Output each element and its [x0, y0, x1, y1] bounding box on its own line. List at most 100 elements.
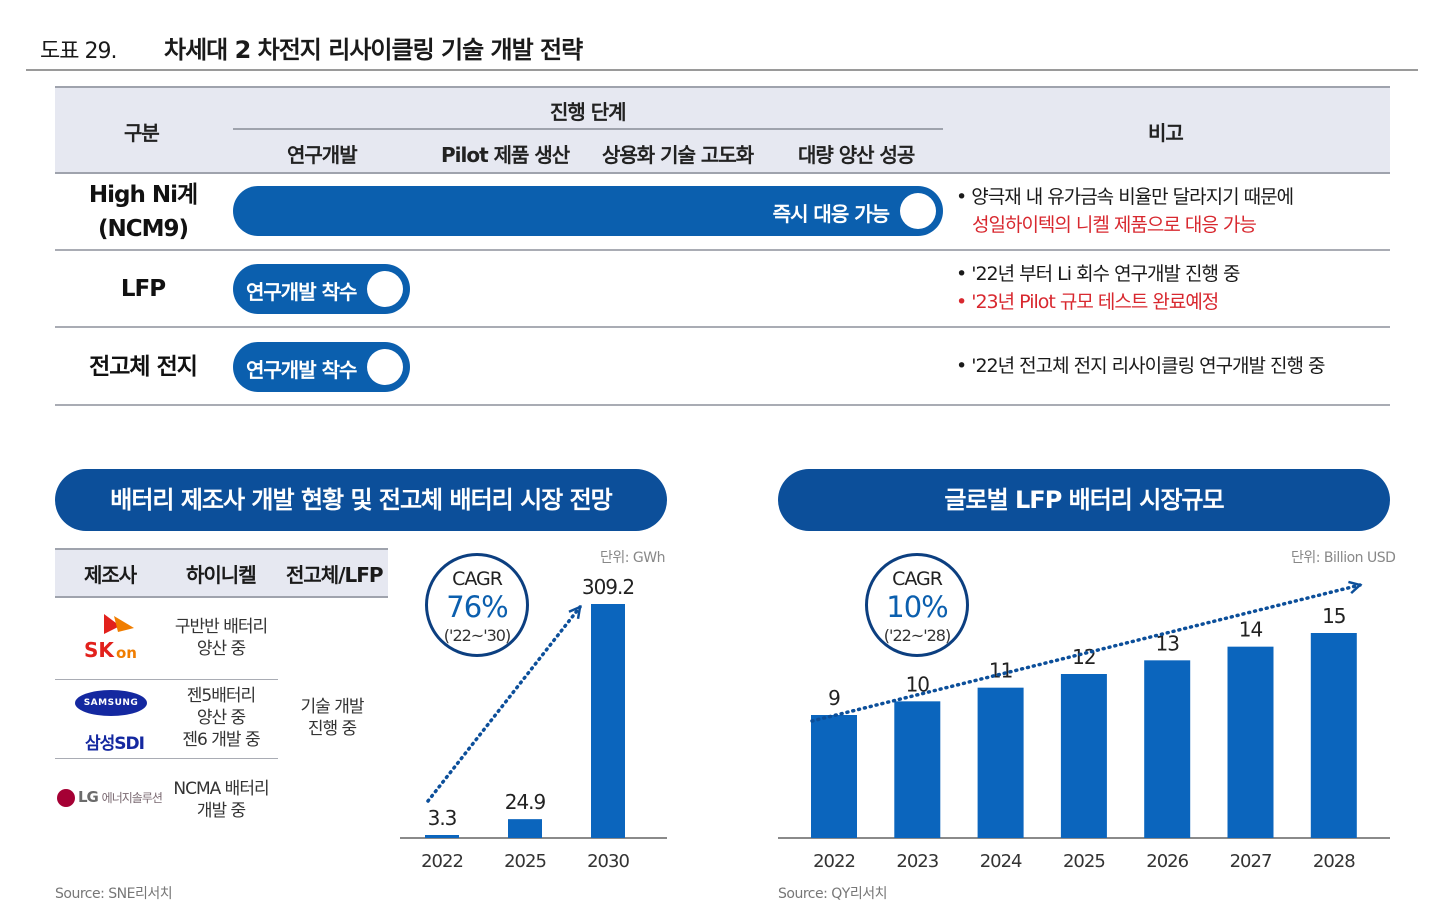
bar-2027: [1227, 646, 1274, 838]
bar-2022: [811, 715, 857, 838]
trend-arrow-head: [568, 604, 582, 620]
header-stage-mass-production: 대량 양산 성공: [798, 143, 915, 167]
strategy-table-header: [55, 86, 1390, 174]
right-cagr-badge: CAGR 10% ('22~'28): [865, 553, 969, 657]
trend-arrow-line: [426, 605, 582, 803]
bar-2025: [508, 819, 542, 838]
header-stage-commercial: 상용화 기술 고도화: [602, 143, 754, 167]
note-lfp-2: • '23년 Pilot 규모 테스트 완료예정: [956, 291, 1219, 313]
row-label-solid-state-text: 전고체 전지: [89, 354, 198, 380]
lg-energy-logo: LG 에너지솔루션: [57, 788, 163, 807]
right-panel-banner: 글로벌 LFP 배터리 시장규모: [778, 469, 1390, 531]
x-tick-2025: 2025: [504, 851, 546, 872]
row-divider: [55, 404, 1390, 406]
header-category: 구분: [124, 121, 160, 145]
left-unit-label: 단위: GWh: [600, 550, 666, 566]
note-solid-state-1: • '22년 전고체 전지 리사이클링 연구개발 진행 중: [956, 355, 1326, 377]
value-label-2022: 3.3: [428, 806, 457, 830]
samsung-sdi-label: 삼성SDI: [85, 734, 145, 754]
bar-2030: [591, 604, 625, 838]
x-tick-2024: 2024: [980, 851, 1022, 872]
bar-2026: [1144, 660, 1191, 838]
left-cagr-label: CAGR: [452, 568, 503, 590]
header-stage-pilot: Pilot 제품 생산: [441, 143, 570, 167]
bar-2025: [1060, 674, 1107, 838]
title-divider: [26, 69, 1418, 71]
bar-2024: [977, 687, 1024, 838]
maker-row-divider: [55, 758, 278, 759]
samsung-logo: SAMSUNG: [75, 690, 147, 716]
right-cagr-period: ('22~'28): [883, 626, 951, 645]
x-tick-2022: 2022: [421, 851, 463, 872]
x-tick-2027: 2027: [1230, 851, 1272, 872]
note-high-ni-1: • 양극재 내 유가금속 비율만 달라지기 때문에: [956, 186, 1294, 208]
sk-status-line2: 양산 중: [196, 639, 246, 659]
right-cagr-label: CAGR: [892, 568, 943, 590]
lg-high-nickel-status: NCMA 배터리 개발 중: [166, 778, 276, 822]
lg-status-line2: 개발 중: [196, 801, 246, 821]
header-stage-research: 연구개발: [287, 143, 358, 167]
maker-row-divider: [55, 679, 278, 680]
lg-logo-text: LG: [78, 788, 99, 806]
left-panel-banner: 배터리 제조사 개발 현황 및 전고체 배터리 시장 전망: [55, 469, 667, 531]
row-label-high-ni-line1: High Ni계: [88, 182, 198, 208]
x-tick-2028: 2028: [1313, 851, 1355, 872]
solid-lfp-status-line1: 기술 개발: [300, 697, 365, 717]
x-tick-2022: 2022: [813, 851, 855, 872]
progress-knob-lfp: [367, 271, 403, 307]
samsung-status-line1: 젠5배터리: [186, 686, 256, 706]
left-cagr-badge: CAGR 76% ('22~'30): [425, 553, 529, 657]
maker-header-maker: 제조사: [84, 563, 137, 587]
progress-label-high-ni: 즉시 대응 가능: [772, 202, 890, 226]
row-divider: [55, 249, 1390, 251]
value-label-2026: 13: [1155, 631, 1179, 655]
figure-title-text: 차세대 2 차전지 리사이클링 기술 개발 전략: [164, 36, 583, 64]
progress-bar-solid-state: 연구개발 착수: [233, 342, 410, 392]
note-high-ni-2: 성일하이텍의 니켈 제품으로 대응 가능: [972, 214, 1257, 236]
row-label-lfp: LFP: [55, 272, 231, 306]
solid-lfp-status-line2: 진행 중: [307, 719, 357, 739]
value-label-2025: 24.9: [505, 790, 546, 814]
lg-logo-subtext: 에너지솔루션: [101, 791, 163, 805]
sk-on-logo: SK on: [84, 612, 144, 664]
trend-arrow-line: [810, 583, 1362, 723]
progress-label-solid-state: 연구개발 착수: [246, 358, 357, 382]
samsung-status-line3: 젠6 개발 중: [182, 730, 260, 750]
sk-logo-suffix: on: [116, 644, 137, 662]
maker-table-header: [55, 548, 388, 598]
progress-bar-lfp: 연구개발 착수: [233, 264, 410, 314]
progress-knob-solid-state: [367, 349, 403, 385]
right-unit-label: 단위: Billion USD: [1291, 550, 1396, 566]
x-tick-2023: 2023: [896, 851, 938, 872]
bar-2028: [1310, 633, 1357, 838]
maker-header-solid-lfp: 전고체/LFP: [286, 563, 384, 587]
value-label-2027: 14: [1239, 618, 1263, 642]
x-tick-2026: 2026: [1146, 851, 1188, 872]
progress-knob-high-ni: [900, 193, 936, 229]
maker-header-high-nickel: 하이니켈: [186, 563, 257, 587]
value-label-2025: 12: [1072, 645, 1095, 669]
sk-high-nickel-status: 구반반 배터리 양산 중: [166, 616, 276, 660]
value-label-2028: 15: [1322, 604, 1345, 628]
value-label-2022: 9: [828, 686, 840, 710]
lg-face-icon: [57, 788, 75, 807]
figure-number: 도표 29.: [40, 39, 117, 64]
trend-arrow-head: [1348, 580, 1363, 595]
left-cagr-period: ('22~'30): [443, 626, 511, 645]
sk-logo-text: SK: [84, 638, 114, 662]
row-label-high-ni-line2: (NCM9): [97, 216, 189, 242]
header-stage-group: 진행 단계: [550, 100, 627, 124]
bar-2023: [894, 701, 941, 838]
figure-title: 도표 29. 차세대 2 차전지 리사이클링 기술 개발 전략: [40, 30, 583, 65]
row-label-lfp-text: LFP: [120, 276, 166, 302]
value-label-2023: 10: [906, 672, 930, 696]
row-label-high-ni: High Ni계 (NCM9): [55, 178, 231, 246]
right-cagr-value: 10%: [886, 590, 948, 624]
samsung-status-line2: 양산 중: [196, 708, 246, 728]
note-lfp-1: • '22년 부터 Li 회수 연구개발 진행 중: [956, 263, 1241, 285]
lg-status-line1: NCMA 배터리: [173, 779, 269, 799]
bar-2022: [425, 835, 459, 838]
sk-status-line1: 구반반 배터리: [174, 617, 268, 637]
